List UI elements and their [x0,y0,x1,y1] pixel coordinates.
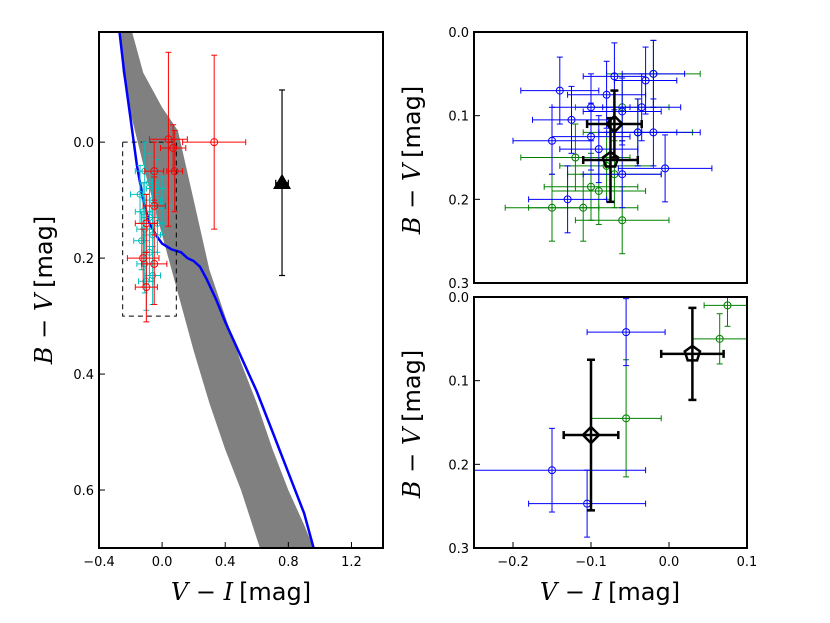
blue-point-marker [602,90,611,99]
blue-point [474,427,647,513]
bottom-right-ytick-label: 0.1 [448,375,469,390]
blue-point-marker [622,328,631,337]
bottom-right-xtick-label: −0.2 [497,555,529,570]
top-right-ytick-label: 0.3 [448,277,469,292]
red-point [182,54,247,230]
black-pentagon-point-marker [683,344,702,362]
bottom-right-xtick-label: 0.1 [737,555,758,570]
left-xtick-label: 0.0 [152,555,173,570]
red-point-marker [210,138,219,147]
panel-bottom-right: 0.0 0.1 0.2 0.3 −0.2 −0.1 0.0 0.1 V − I [mag] B … [398,291,758,606]
blue-point [528,469,647,538]
bottom-right-x-axis-label: V − I [mag] [540,578,680,606]
left-ytick-label: 0.0 [73,136,94,151]
green-point-marker [622,414,631,423]
red-point [148,51,188,227]
top-right-ytick-label: 0.1 [448,110,469,125]
bottom-right-ytick-label: 0.3 [448,542,469,557]
top-right-y-axis-label: B − V[mag] [398,86,426,235]
black-diamond-point-marker [604,114,625,134]
red-point-marker [164,135,173,144]
green-point-marker [594,186,603,195]
blue-point-marker [661,164,670,173]
left-ytick-label: 0.4 [73,368,94,383]
blue-point [559,115,639,184]
left-xtick-label: 1.2 [341,555,362,570]
green-point-marker [571,153,580,162]
red-point-marker [142,219,151,228]
black-diamond-point-marker [581,425,601,445]
blue-point [567,60,647,129]
selection-box [122,141,177,317]
blue-point [621,39,686,108]
red-point-marker [169,143,178,152]
blue-point [512,106,592,175]
red-point-marker [142,283,151,292]
blue-point-marker [548,136,556,145]
left-xtick-label: 0.8 [278,555,299,570]
green-point-marker [715,334,724,343]
left-x-axis-label: V − I [mag] [171,578,311,606]
blue-point-marker [548,466,556,475]
bottom-right-xtick-label: 0.0 [659,555,680,570]
green-point-marker [587,182,595,191]
red-point-marker [170,167,179,176]
blue-point [520,56,600,125]
blue-point-marker [555,86,564,95]
green-point-marker [579,203,588,212]
blue-point-marker [649,69,658,78]
blue-point [528,165,608,234]
red-point [160,124,187,172]
green-point [691,313,747,365]
blue-point [613,46,678,115]
blue-point [586,298,666,367]
blue-point-marker [649,128,658,137]
black-triangle-point [273,89,292,277]
bottom-right-ytick-label: 0.2 [448,458,469,473]
black-diamond-point [585,89,643,159]
red-point-marker [150,259,159,268]
red-point [141,222,168,305]
left-xtick-label: 0.4 [215,555,236,570]
black-triangle-point-marker [273,173,292,190]
blue-point [617,134,713,203]
black-pentagon-point [659,306,725,402]
red-point [166,130,184,213]
bottom-right-xtick-label: −0.1 [575,555,607,570]
left-axes-frame [98,31,384,549]
blue-point-marker [618,170,627,179]
bottom-right-ytick-label: 0.0 [448,291,469,306]
red-point-marker [150,201,159,210]
blue-point [602,73,682,142]
blue-point-marker [618,107,627,116]
top-right-axes-frame [473,31,748,284]
green-point [703,297,747,327]
panel-left: 0.00.20.40.6−0.4 0.0 0.4 0.8 1.2 V − I [mag] … [30,31,384,606]
blue-point-marker [563,195,572,204]
cyan-point [144,246,162,305]
left-ytick-label: 0.2 [73,252,94,267]
green-point-marker [723,301,732,310]
top-right-ytick-label: 0.0 [448,26,469,41]
red-point-marker [150,167,159,176]
left-ytick-label: 0.6 [73,484,94,499]
top-right-ytick-label: 0.2 [448,193,469,208]
green-point-marker [618,216,627,225]
blue-point-marker [594,145,603,154]
blue-point [582,77,662,146]
left-y-axis-label: B − V[mag] [30,216,58,365]
bottom-right-axes-frame [473,296,748,549]
left-xtick-label: −0.4 [83,555,115,570]
panel-top-right: 0.0 0.1 0.2 0.3 B − V[mag] [398,26,748,292]
red-point [134,251,158,323]
blue-point [582,140,662,209]
green-point [590,359,662,478]
blue-point-marker [567,115,576,124]
cyan-point-marker [149,272,157,280]
bottom-right-y-axis-label: B − V[mag] [398,350,426,499]
black-diamond-point [562,358,620,512]
blue-point [606,98,701,167]
